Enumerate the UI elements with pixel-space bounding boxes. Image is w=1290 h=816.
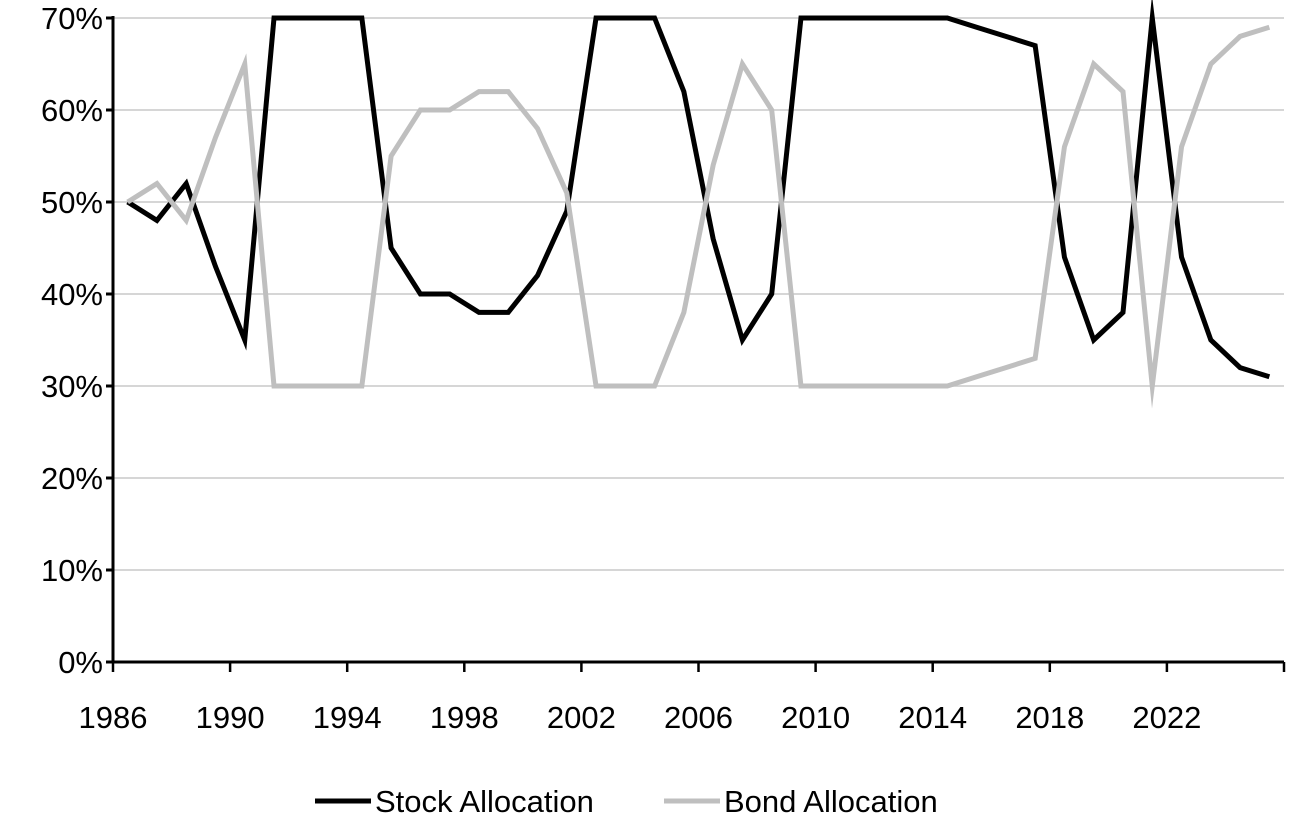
x-tick-labels: 1986 1990 1994 1998 2002 2006 2010 2014 2018 2022 xyxy=(79,700,1202,735)
series-line-0 xyxy=(126,0,1271,380)
y-tick-label: 30% xyxy=(41,369,103,404)
gridlines xyxy=(113,17,1284,571)
y-tick-label: 50% xyxy=(41,185,103,220)
y-tick-label: 0% xyxy=(58,645,103,680)
legend-label-1: Bond Allocation xyxy=(724,784,938,816)
y-tick-label: 60% xyxy=(41,93,103,128)
series-line-1 xyxy=(126,24,1271,409)
x-tick-label: 2010 xyxy=(781,700,850,735)
x-tick-label: 1998 xyxy=(430,700,499,735)
x-tick-label: 1994 xyxy=(313,700,382,735)
y-tick-label: 40% xyxy=(41,277,103,312)
y-tick-label: 70% xyxy=(41,1,103,36)
legend-label-0: Stock Allocation xyxy=(375,784,594,816)
x-tick-label: 1990 xyxy=(196,700,265,735)
x-tick-label: 2006 xyxy=(664,700,733,735)
series-lines xyxy=(126,0,1271,409)
legend: Stock Allocation Bond Allocation xyxy=(315,784,938,816)
x-tick-label: 2014 xyxy=(898,700,967,735)
x-tick-label: 2018 xyxy=(1015,700,1084,735)
x-tick-label: 2002 xyxy=(547,700,616,735)
x-tick-label: 1986 xyxy=(79,700,148,735)
y-tick-labels: 0% 10% 20% 30% 40% 50% 60% 70% xyxy=(41,1,103,680)
y-tick-label: 20% xyxy=(41,461,103,496)
axes xyxy=(106,16,1286,672)
y-tick-label: 10% xyxy=(41,553,103,588)
x-tick-label: 2022 xyxy=(1132,700,1201,735)
